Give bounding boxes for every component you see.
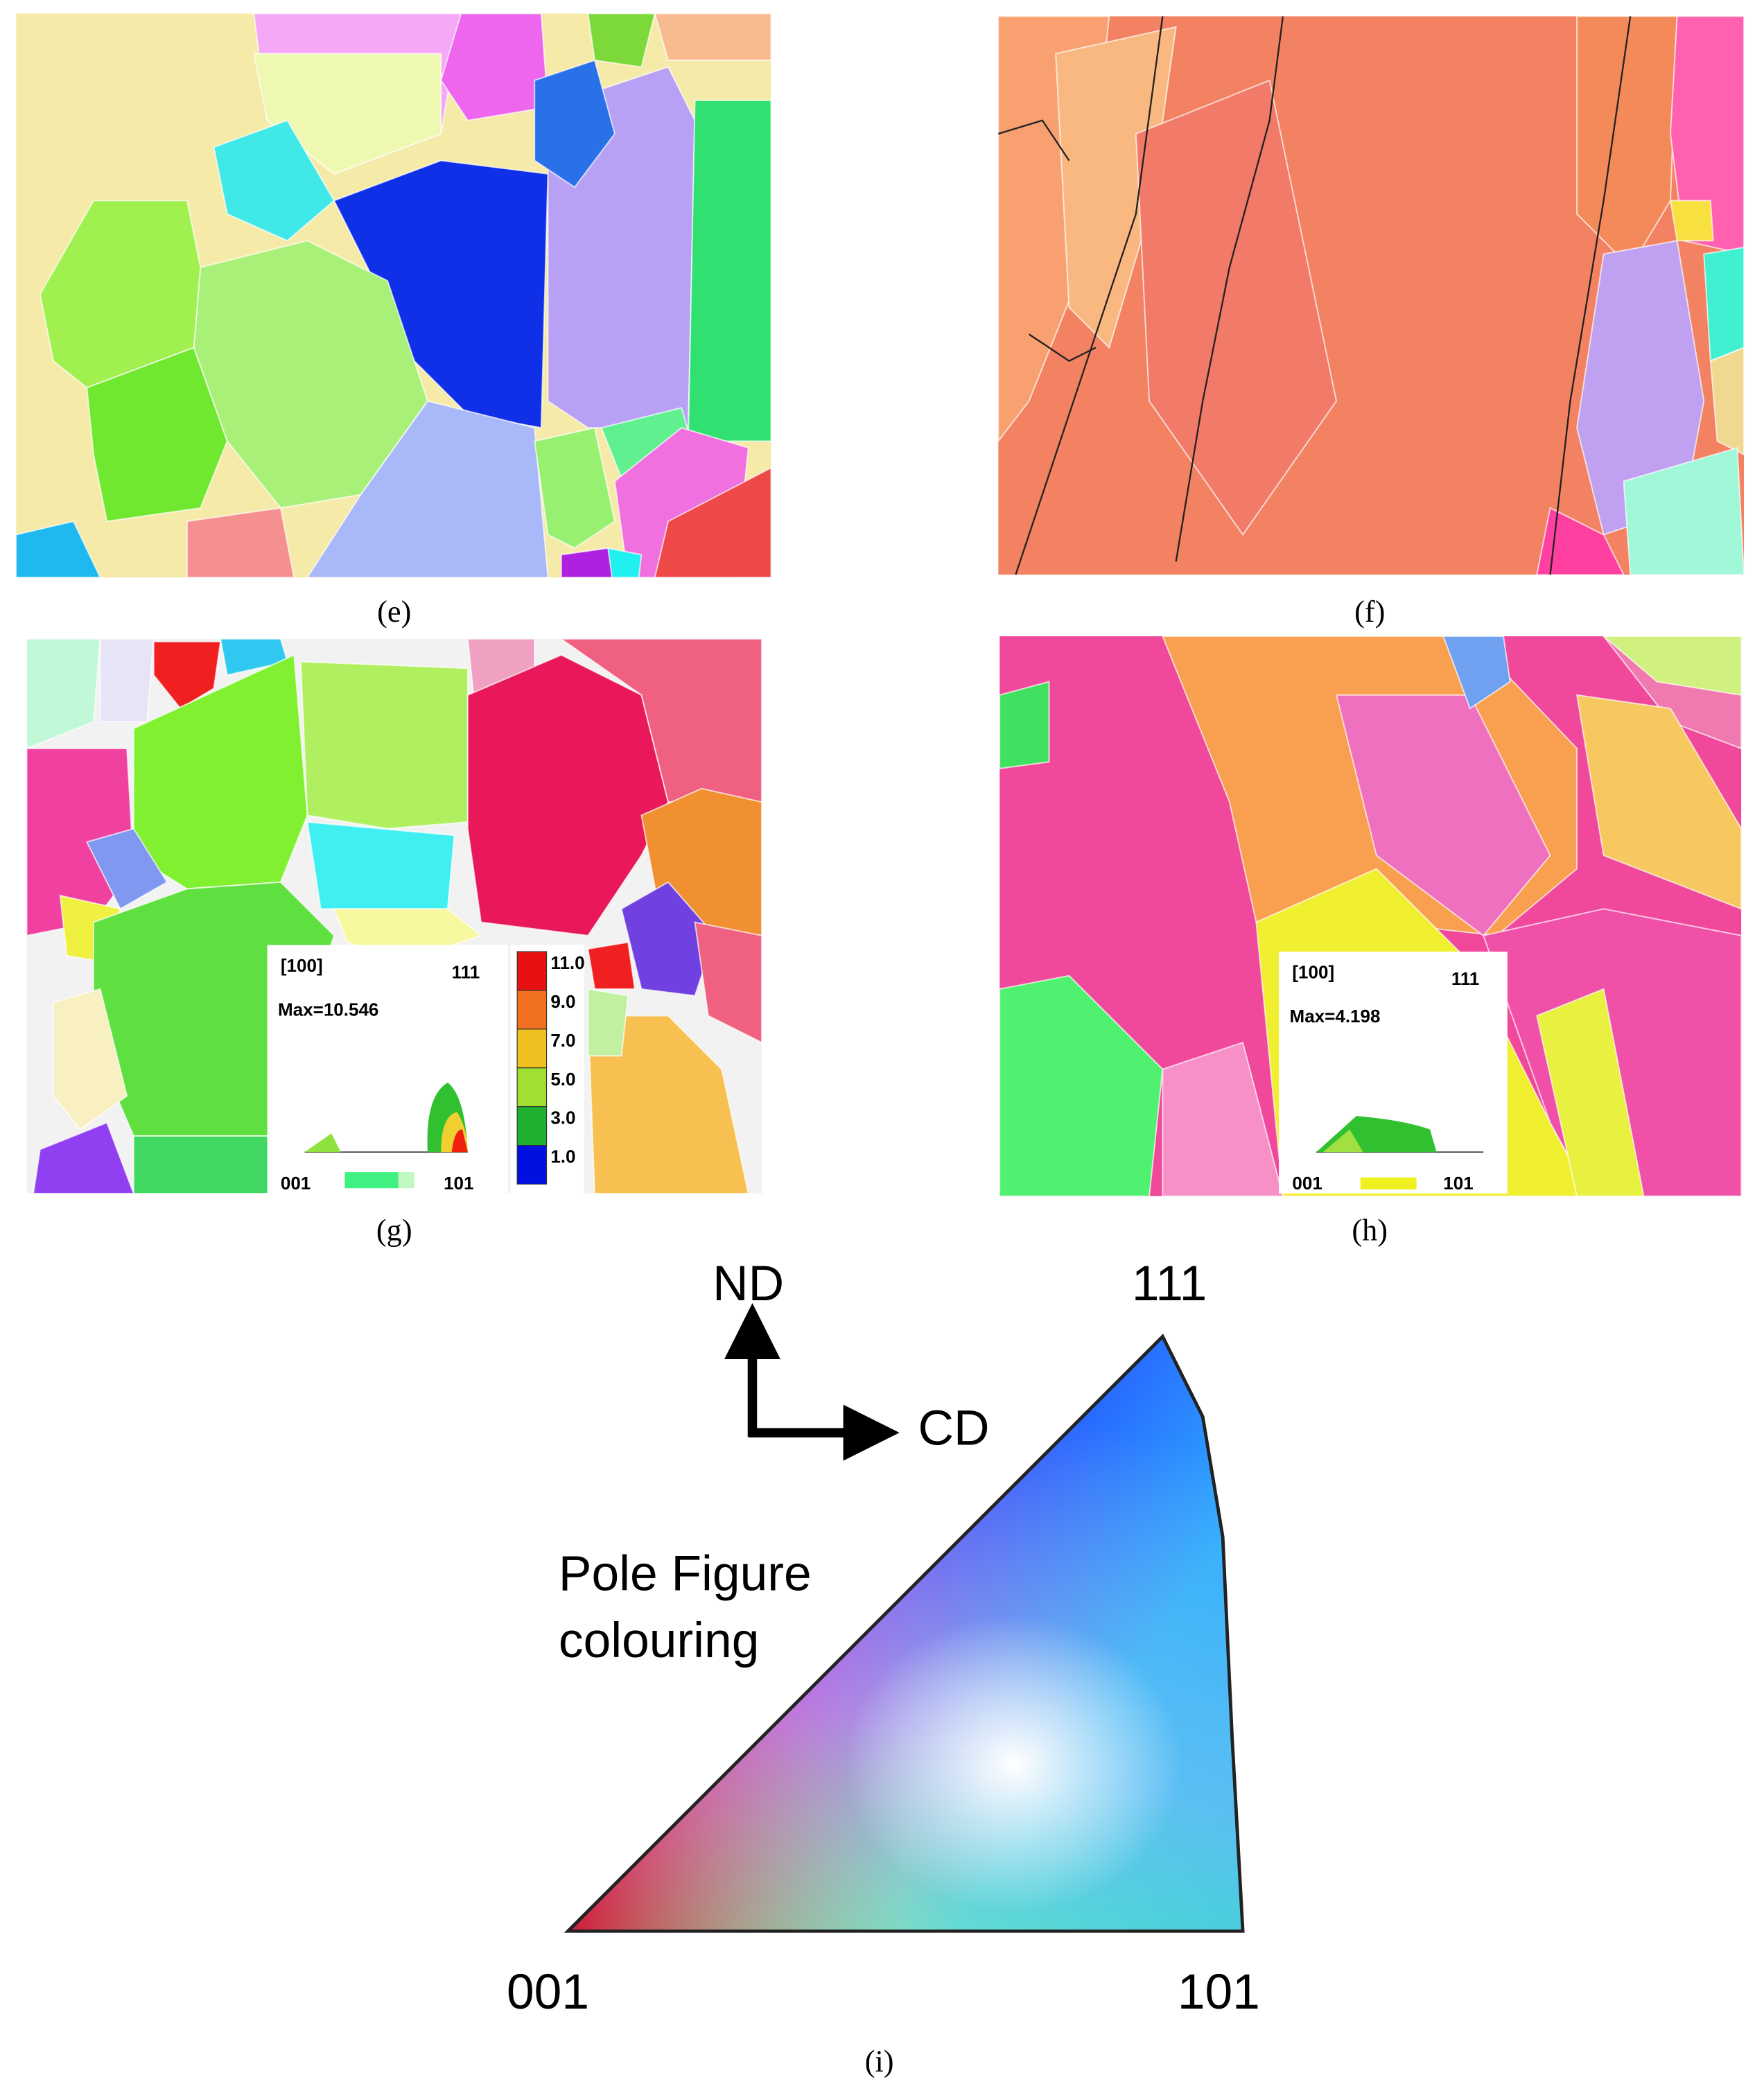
grain — [587, 1015, 749, 1194]
grain — [1135, 79, 1338, 536]
inset-box — [1279, 952, 1508, 1194]
panel-label: (e) — [377, 594, 411, 629]
grain — [1536, 507, 1625, 575]
grain — [466, 654, 670, 936]
grain — [152, 640, 222, 710]
colorbar-label: 7.0 — [550, 1030, 575, 1051]
contour — [451, 1129, 468, 1153]
grain — [1575, 694, 1742, 910]
colorbar-segment — [516, 951, 548, 991]
panels: (e) (f) (g) (h) [100] 111 Max=10.546 001 101 11.0… — [16, 13, 1745, 2079]
inset-corner: 111 — [452, 962, 480, 983]
inset-direction: [100] — [1292, 962, 1334, 983]
key-title: colouring — [559, 1613, 759, 1668]
axis-label: ND — [713, 1256, 784, 1311]
inset-corner: 101 — [444, 1173, 473, 1194]
grain — [534, 59, 615, 189]
grain-boundary — [1028, 333, 1097, 362]
inset-corner: 111 — [1451, 968, 1480, 989]
colorbar-segment — [516, 1144, 548, 1185]
grain — [26, 638, 101, 749]
panel-label: (i) — [865, 2044, 894, 2079]
grain — [86, 347, 228, 523]
grain — [1670, 16, 1745, 255]
grain — [85, 828, 168, 910]
grain — [1603, 636, 1742, 696]
grain — [53, 988, 128, 1130]
inset-direction: [100] — [281, 955, 323, 976]
grain — [587, 988, 629, 1057]
inset-corner: 001 — [281, 1173, 311, 1194]
grain — [16, 521, 101, 578]
panel-label: (h) — [1352, 1212, 1388, 1247]
orientation-map — [999, 636, 1742, 1196]
grain — [1669, 200, 1714, 242]
grain — [999, 974, 1164, 1196]
corner-label: 111 — [1132, 1256, 1207, 1311]
inset-max: Max=10.546 — [278, 999, 378, 1020]
colorbar-label: 3.0 — [550, 1108, 575, 1128]
grain — [1576, 16, 1678, 269]
colorbar-segment — [516, 1106, 548, 1146]
colorbar-segment — [516, 1029, 548, 1069]
inset-max: Max=4.198 — [1290, 1006, 1381, 1026]
grain-boundary — [1015, 16, 1164, 575]
colorbar-label: 11.0 — [550, 952, 584, 973]
colorbar-segment — [516, 990, 548, 1030]
grain — [213, 119, 335, 242]
inset-swatch — [1360, 1177, 1417, 1190]
panel-label: (g) — [376, 1212, 412, 1247]
colorbar-label: 5.0 — [550, 1069, 575, 1090]
grain — [654, 466, 771, 578]
grain — [1709, 347, 1745, 455]
corner-label: 001 — [507, 1964, 589, 2020]
grain — [534, 427, 615, 549]
key-title: Pole Figure — [559, 1546, 812, 1602]
grain — [999, 681, 1050, 769]
grain — [440, 13, 549, 121]
inset-corner: 001 — [1292, 1173, 1322, 1194]
grain — [132, 1135, 281, 1194]
colorbar-label: 9.0 — [550, 991, 575, 1012]
grain — [1442, 636, 1511, 710]
contour — [1322, 1129, 1363, 1153]
grain — [587, 13, 656, 68]
grain — [299, 661, 469, 830]
orientation-map — [16, 13, 771, 578]
grain — [687, 99, 771, 442]
colorbar-segment — [516, 1067, 548, 1108]
grain — [39, 200, 202, 389]
grain-boundary — [1549, 16, 1632, 575]
grain — [1703, 246, 1745, 362]
grain — [1055, 26, 1177, 349]
grain — [1536, 988, 1645, 1196]
grain — [560, 547, 615, 578]
grain — [1623, 446, 1745, 575]
grain — [587, 941, 636, 990]
corner-label: 101 — [1178, 1964, 1260, 2020]
inset-swatch — [344, 1172, 399, 1189]
grain — [654, 13, 771, 61]
grain — [607, 547, 643, 578]
colour-key — [564, 1334, 1245, 1933]
grain — [1335, 694, 1551, 937]
grain — [99, 638, 155, 723]
grain — [694, 921, 762, 1044]
grain-boundary — [1175, 16, 1284, 562]
axis-label: CD — [918, 1400, 990, 1456]
inset-swatch — [398, 1172, 414, 1189]
grain — [1162, 1041, 1284, 1196]
grain-boundary — [998, 119, 1070, 161]
contour — [304, 1133, 341, 1153]
inset-corner: 101 — [1443, 1173, 1473, 1194]
colorbar-label: 1.0 — [550, 1146, 575, 1167]
grain — [306, 400, 549, 578]
orientation-map — [998, 16, 1745, 575]
panel-label: (f) — [1354, 594, 1385, 629]
grain — [306, 821, 455, 910]
grain — [33, 1121, 134, 1194]
grain — [186, 507, 295, 578]
